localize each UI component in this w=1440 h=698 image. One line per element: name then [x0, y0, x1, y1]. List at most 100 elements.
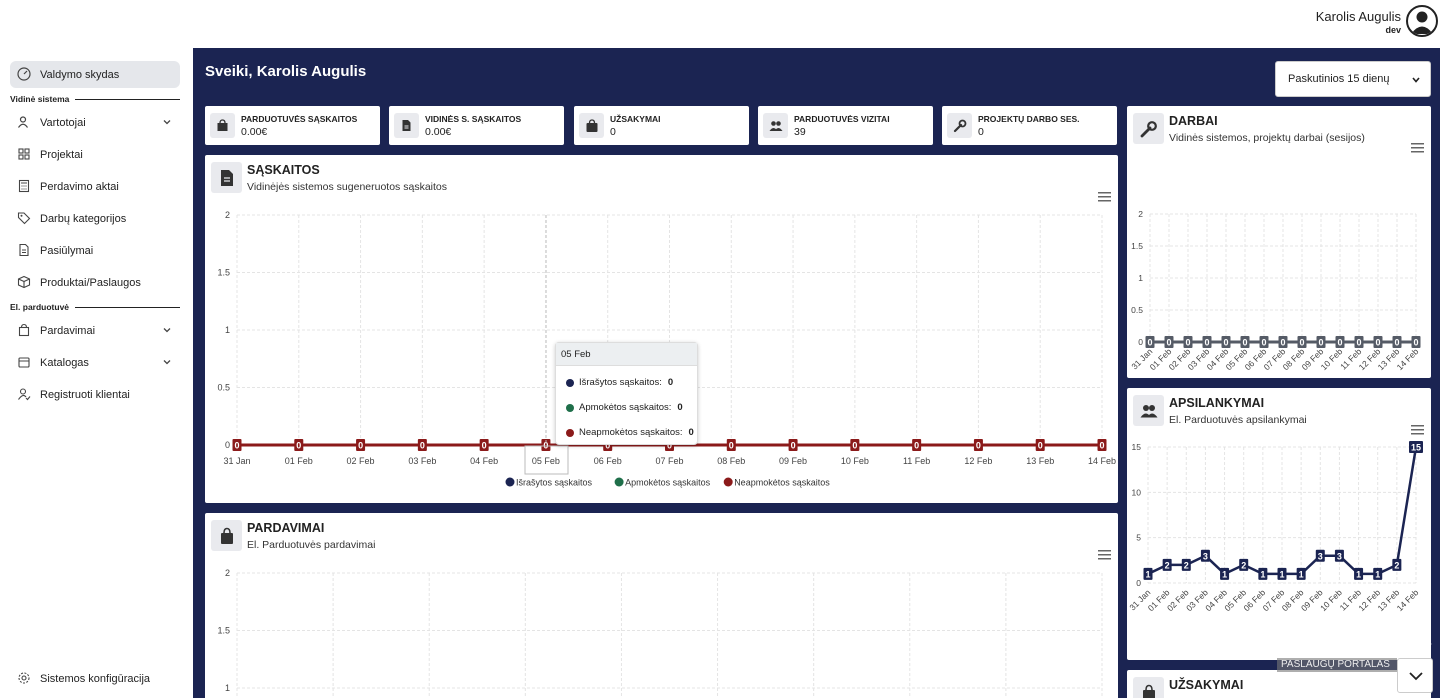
data-label: 0	[1413, 338, 1418, 348]
sidebar-item-projects[interactable]: Projektai	[10, 141, 180, 168]
x-tick-label: 09 Feb	[779, 456, 807, 466]
data-label-box	[1145, 336, 1155, 348]
sidebar-item-dashboard[interactable]: Valdymo skydas	[10, 61, 180, 88]
visits-panel: APSILANKYMAI El. Parduotuvės apsilankyma…	[1127, 388, 1431, 660]
page-title: Sveiki, Karolis Augulis	[205, 63, 367, 80]
panel-title: SĄSKAITOS	[247, 163, 320, 177]
chevron-down-icon	[163, 328, 171, 333]
y-tick-label: 5	[1136, 533, 1141, 543]
sidebar-section-eshop: El. parduotuvė	[10, 302, 180, 312]
x-tick-label: 14 Feb	[1395, 346, 1421, 372]
data-label-box	[726, 439, 736, 451]
sidebar-item-users[interactable]: Vartotojai	[10, 109, 180, 136]
panel-subtitle: El. Parduotuvės apsilankymai	[1169, 414, 1307, 426]
user-role: dev	[1385, 25, 1401, 35]
x-tick-label: 11 Feb	[903, 456, 930, 466]
data-label-box	[1373, 567, 1383, 580]
data-label-box	[1221, 336, 1231, 348]
x-tick-label: 04 Feb	[470, 456, 498, 466]
data-label-box	[1297, 336, 1307, 348]
data-label: 0	[1261, 338, 1266, 348]
tooltip-label: Neapmokėtos sąskaitos:	[579, 427, 683, 438]
sidebar-item-catalog[interactable]: Katalogas	[10, 349, 180, 376]
chevron-down-icon	[1412, 77, 1420, 83]
sidebar-item-registered-clients[interactable]: Registruoti klientai	[10, 381, 180, 408]
watermark-brand: Paslaugos.lt	[1279, 620, 1432, 652]
period-select[interactable]: Paskutinios 15 dienų	[1275, 61, 1431, 97]
menu-icon[interactable]	[1411, 425, 1424, 435]
legend-dot	[566, 378, 574, 387]
stat-label: Parduotuvės sąskaitos	[241, 114, 358, 124]
data-label: 0	[667, 441, 672, 451]
panel-subtitle: Vidinės sistemos, projektų darbai (sesij…	[1169, 132, 1365, 144]
menu-icon[interactable]	[1098, 550, 1111, 560]
y-tick-label: 1	[1138, 273, 1143, 283]
sidebar-item-products-services[interactable]: Produktai/Paslaugos	[10, 269, 180, 296]
tooltip-label: Apmokėtos sąskaitos:	[579, 402, 672, 413]
sidebar-item-transfer-acts[interactable]: Perdavimo aktai	[10, 173, 180, 200]
data-label: 0	[976, 441, 981, 451]
x-tick-label: 14 Feb	[1088, 456, 1116, 466]
data-label: 0	[1166, 338, 1171, 348]
y-tick-label: 1	[225, 683, 230, 693]
stat-value: 0	[610, 126, 616, 138]
x-tick-label: 01 Feb	[285, 456, 313, 466]
x-tick-label: 03 Feb	[408, 456, 436, 466]
top-bar: Karolis Augulis dev	[0, 0, 1440, 48]
y-tick-label: 2	[225, 210, 230, 220]
data-label-box	[417, 439, 427, 451]
data-label-box	[1220, 567, 1230, 580]
orders-panel: UŽSAKYMAI	[1127, 670, 1431, 698]
data-label-box	[232, 439, 242, 451]
data-label: 3	[1203, 551, 1208, 561]
stat-label: Parduotuvės vizitai	[794, 114, 890, 124]
sidebar-item-label: Perdavimo aktai	[40, 180, 119, 193]
invoices-panel: SĄSKAITOS Vidinėjės sistemos sugeneruoto…	[205, 155, 1118, 503]
user-name[interactable]: Karolis Augulis	[1315, 9, 1401, 24]
y-tick-label: 2	[1138, 209, 1143, 219]
calculator-icon	[18, 179, 30, 193]
legend-dot	[566, 403, 574, 412]
sidebar-item-label: Projektai	[40, 148, 83, 161]
sidebar-item-work-categories[interactable]: Darbų kategorijos	[10, 205, 180, 232]
legend-marker	[614, 477, 624, 487]
data-label-box	[1392, 336, 1402, 348]
data-label: 0	[1242, 338, 1247, 348]
sidebar-item-sales[interactable]: Pardavimai	[10, 317, 180, 344]
data-label-box	[1335, 336, 1345, 348]
watermark-logo: Paslaugos.lt PASLAUGŲ PORTALAS	[1275, 620, 1432, 675]
scroll-button[interactable]	[1397, 658, 1433, 693]
data-label: 0	[914, 441, 919, 451]
y-tick-label: 0	[1138, 337, 1143, 347]
data-label: 3	[1337, 551, 1342, 561]
data-label: 0	[482, 441, 487, 451]
x-tick-label: 13 Feb	[1026, 456, 1054, 466]
sidebar-item-offers[interactable]: Pasiūlymai	[10, 237, 180, 264]
users-icon	[763, 113, 788, 138]
panel-title: DARBAI	[1169, 114, 1218, 128]
shopping-bag-icon	[211, 520, 242, 551]
sidebar-section-internal: Vidinė sistema	[10, 94, 180, 104]
data-label: 0	[852, 441, 857, 451]
panel-title: PARDAVIMAI	[247, 521, 325, 535]
x-tick-label: 02 Feb	[347, 456, 375, 466]
sidebar-item-system-config[interactable]: Sistemos konfigūracija	[10, 665, 180, 692]
sidebar-item-label: Darbų kategorijos	[40, 212, 127, 225]
panel-title: UŽSAKYMAI	[1169, 678, 1244, 692]
menu-icon[interactable]	[1098, 192, 1111, 202]
layers-icon	[18, 357, 30, 368]
tooltip-value: 0	[667, 377, 674, 388]
data-label-box	[294, 439, 304, 451]
menu-icon[interactable]	[1411, 143, 1424, 153]
tooltip-row: Apmokėtos sąskaitos: 0	[566, 402, 683, 413]
x-tick-label: 06 Feb	[594, 456, 622, 466]
avatar-icon[interactable]	[1406, 5, 1438, 37]
sidebar: Valdymo skydas Vidinė sistema Vartotojai…	[0, 48, 193, 698]
data-label: 0	[1318, 338, 1323, 348]
data-label-box	[1183, 336, 1193, 348]
data-label-box	[1409, 441, 1423, 453]
data-label: 0	[1280, 338, 1285, 348]
